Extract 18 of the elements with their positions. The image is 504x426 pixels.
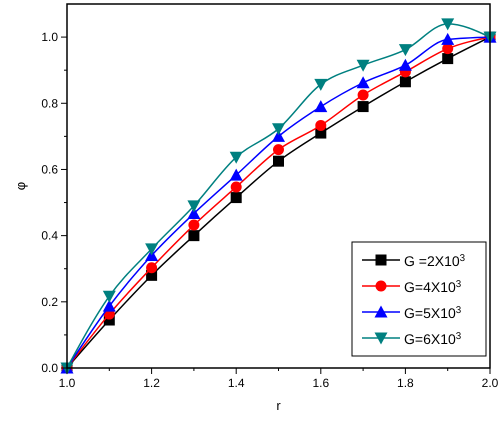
x-axis-title: r: [276, 398, 282, 413]
x-tick-label: 1.4: [228, 376, 245, 390]
x-tick-label: 1.2: [143, 376, 160, 390]
y-axis-title: φ: [13, 182, 28, 190]
y-tick-label: 0.4: [41, 228, 58, 243]
y-tick-label: 0.6: [41, 162, 58, 176]
x-tick-label: 1.6: [312, 376, 330, 390]
x-tick-label: 1.8: [397, 376, 414, 390]
x-tick-label: 1.0: [58, 376, 76, 390]
y-tick-label: 0.8: [41, 96, 58, 110]
legend-label: G=4X10$^{3}$: [404, 278, 462, 295]
x-tick-label: 2.0: [482, 376, 499, 390]
y-tick-label: 0.0: [41, 361, 58, 375]
legend-label: G =2X10$^{3}$: [404, 252, 466, 269]
legend-label: G=6X10$^{3}$: [404, 330, 462, 347]
y-tick-label: 1.0: [41, 30, 58, 44]
y-tick-label: 0.2: [41, 294, 58, 309]
legend-label: G=5X10$^{3}$: [404, 304, 462, 321]
